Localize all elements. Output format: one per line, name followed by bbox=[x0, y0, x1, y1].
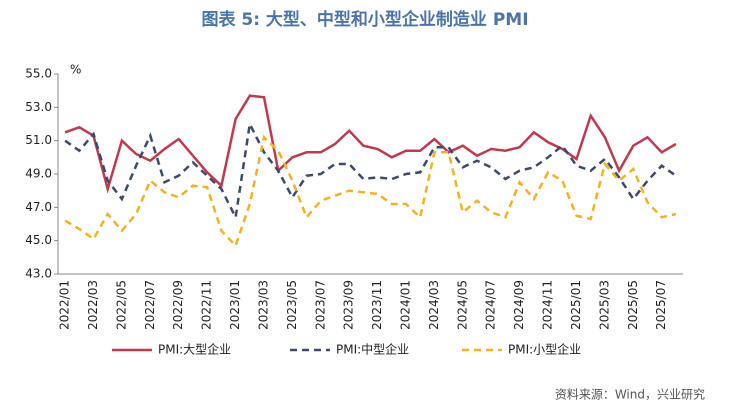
x-tick-label: 2025/03 bbox=[597, 280, 611, 330]
source-note: 资料来源：Wind，兴业研究 bbox=[555, 387, 705, 402]
x-tick-label: 2022/01 bbox=[58, 280, 72, 330]
x-tick-label: 2024/03 bbox=[427, 280, 441, 330]
x-tick-label: 2023/07 bbox=[313, 280, 327, 330]
x-tick-label: 2023/11 bbox=[370, 280, 384, 330]
y-tick-label: 45.0 bbox=[25, 233, 52, 247]
x-tick-label: 2024/01 bbox=[399, 280, 413, 330]
x-tick-label: 2024/05 bbox=[455, 280, 469, 330]
legend-label: PMI:小型企业 bbox=[508, 342, 581, 357]
x-tick-label: 2022/09 bbox=[171, 280, 185, 330]
y-tick-label: 55.0 bbox=[25, 67, 52, 81]
x-tick-label: 2024/07 bbox=[484, 280, 498, 330]
legend-label: PMI:大型企业 bbox=[158, 342, 231, 357]
y-tick-label: 47.0 bbox=[25, 200, 52, 214]
x-tick-label: 2022/07 bbox=[143, 280, 157, 330]
series-line bbox=[64, 134, 677, 249]
y-tick-label: 51.0 bbox=[25, 133, 52, 147]
y-unit: % bbox=[70, 63, 81, 77]
y-tick-label: 53.0 bbox=[25, 100, 52, 114]
y-tick-label: 43.0 bbox=[25, 267, 52, 281]
x-tick-label: 2025/01 bbox=[569, 280, 583, 330]
x-tick-label: 2025/07 bbox=[654, 280, 668, 330]
x-tick-label: 2022/11 bbox=[200, 280, 214, 330]
series-line bbox=[64, 94, 677, 194]
y-tick-label: 49.0 bbox=[25, 167, 52, 181]
legend-label: PMI:中型企业 bbox=[336, 342, 409, 357]
x-tick-label: 2023/03 bbox=[256, 280, 270, 330]
x-tick-label: 2024/11 bbox=[541, 280, 555, 330]
x-tick-label: 2023/05 bbox=[285, 280, 299, 330]
x-tick-label: 2025/05 bbox=[626, 280, 640, 330]
x-tick-label: 2023/01 bbox=[228, 280, 242, 330]
chart-title: 图表 5: 大型、中型和小型企业制造业 PMI bbox=[201, 9, 528, 30]
x-tick-label: 2024/09 bbox=[512, 280, 526, 330]
x-tick-label: 2022/03 bbox=[86, 280, 100, 330]
x-tick-label: 2023/09 bbox=[342, 280, 356, 330]
x-tick-label: 2022/05 bbox=[114, 280, 128, 330]
series-line bbox=[64, 119, 677, 222]
